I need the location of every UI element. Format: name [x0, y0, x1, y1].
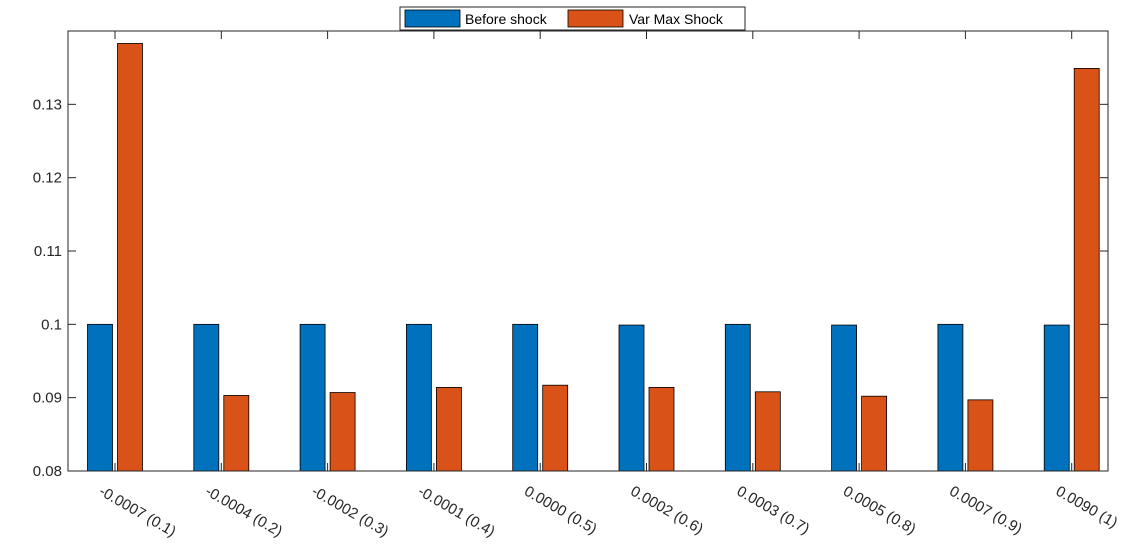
bar-var-max-shock-9	[967, 399, 994, 472]
x-tick-label: -0.0004 (0.2)	[202, 483, 285, 541]
y-tick-label: 0.09	[33, 390, 62, 407]
legend[interactable]: Before shock Var Max Shock	[399, 6, 746, 31]
bar-before-shock-5	[512, 323, 539, 472]
bar-before-shock-2	[193, 323, 220, 472]
x-tick-label: 0.0005 (0.8)	[840, 483, 919, 538]
y-tick-label: 0.12	[33, 170, 62, 187]
bar-var-max-shock-7	[754, 391, 781, 472]
bar-var-max-shock-5	[542, 384, 569, 472]
y-tick-label: 0.13	[33, 96, 62, 113]
legend-swatch-var-max-shock	[567, 9, 624, 28]
y-tick-label: 0.11	[34, 243, 62, 260]
bar-var-max-shock-8	[861, 395, 887, 472]
bar-var-max-shock-10	[1073, 68, 1100, 472]
bar-var-max-shock-2	[223, 395, 250, 472]
bar-before-shock-10	[1043, 324, 1070, 472]
x-tick-label: 0.0003 (0.7)	[734, 483, 813, 538]
bar-var-max-shock-3	[329, 392, 356, 472]
legend-label-before-shock: Before shock	[465, 11, 548, 27]
x-tick-label: -0.0007 (0.1)	[96, 483, 179, 541]
bar-before-shock-9	[937, 323, 964, 472]
y-tick-label: 0.08	[33, 463, 62, 480]
bar-before-shock-1	[87, 323, 113, 472]
legend-label-var-max-shock: Var Max Shock	[629, 11, 724, 27]
bar-before-shock-7	[724, 323, 751, 472]
bar-before-shock-8	[831, 324, 857, 472]
bar-var-max-shock-4	[435, 386, 462, 472]
y-tick-label: 0.1	[41, 316, 62, 333]
bars-group	[87, 43, 1100, 472]
bar-before-shock-6	[618, 324, 645, 472]
x-tick-label: 0.0090 (1)	[1053, 483, 1121, 532]
x-tick-label: -0.0002 (0.3)	[309, 483, 392, 541]
x-tick-label: 0.0000 (0.5)	[521, 483, 600, 538]
x-tick-label: -0.0001 (0.4)	[415, 483, 498, 541]
x-tick-label: 0.0002 (0.6)	[628, 483, 707, 538]
bar-before-shock-3	[299, 323, 326, 472]
legend-swatch-before-shock	[404, 9, 461, 28]
x-tick-label: 0.0007 (0.9)	[946, 483, 1025, 538]
bar-var-max-shock-6	[648, 386, 675, 472]
bar-before-shock-4	[405, 323, 432, 472]
bar-var-max-shock-1	[117, 43, 143, 472]
